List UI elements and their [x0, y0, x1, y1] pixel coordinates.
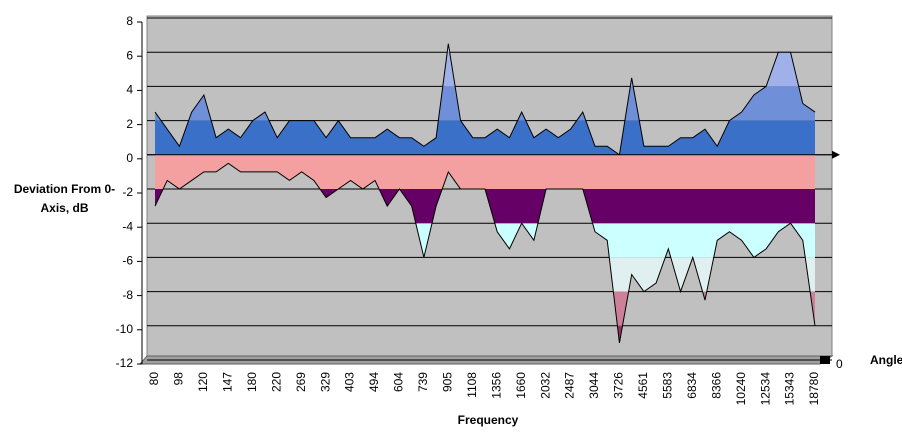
x-axis-title: Frequency [458, 413, 519, 427]
x-tick-label: 1356 [489, 372, 503, 399]
x-tick-label: 1108 [465, 372, 479, 398]
y-tick-label: -2 [122, 185, 133, 199]
x-tick-label: 2032 [538, 372, 552, 399]
x-tick-label: 3044 [587, 372, 601, 399]
x-tick-label: 494 [367, 372, 381, 392]
depth-tick-label: 0 [836, 357, 843, 371]
x-tick-label: 4561 [636, 372, 650, 399]
y-tick-label: 2 [126, 117, 133, 131]
x-tick-label: 2487 [563, 372, 577, 399]
y-tick-label: -10 [116, 322, 134, 336]
x-tick-label: 10240 [734, 372, 748, 406]
depth-marker [832, 150, 840, 159]
depth-axis-title: Angle [870, 353, 902, 367]
surface-edge [154, 162, 816, 343]
y-tick-label: 6 [126, 48, 133, 62]
y-tick-label: -8 [122, 288, 133, 302]
x-tick-label: 98 [172, 372, 186, 386]
x-tick-label: 6834 [685, 372, 699, 399]
y-tick-label: -12 [116, 356, 134, 370]
x-tick-label: 18780 [807, 372, 821, 406]
x-tick-label: 269 [294, 372, 308, 392]
x-tick-label: 12534 [758, 372, 772, 406]
x-tick-label: 5583 [661, 372, 675, 399]
x-tick-label: 15343 [783, 372, 797, 406]
x-tick-label: 80 [147, 372, 161, 386]
x-tick-label: 147 [221, 372, 235, 392]
x-tick-label: 905 [441, 372, 455, 392]
depth-marker [820, 356, 830, 364]
x-tick-label: 3726 [612, 372, 626, 399]
x-tick-label: 1660 [514, 372, 528, 399]
y-tick-label: 8 [126, 14, 133, 28]
y-tick-label: 4 [126, 83, 133, 97]
y-axis-title: Deviation From 0-Axis, dB [13, 182, 116, 215]
x-tick-label: 403 [343, 372, 357, 392]
x-tick-label: 739 [416, 372, 430, 392]
x-tick-label: 329 [318, 372, 332, 392]
surface-edge [154, 43, 816, 156]
x-tick-label: 604 [392, 372, 406, 392]
y-tick-label: -6 [122, 254, 133, 268]
y-tick-label: 0 [126, 151, 133, 165]
x-tick-label: 8366 [709, 372, 723, 399]
y-tick-label: -4 [122, 219, 133, 233]
x-tick-label: 220 [269, 372, 283, 392]
x-tick-label: 180 [245, 372, 259, 392]
x-tick-label: 120 [196, 372, 210, 392]
